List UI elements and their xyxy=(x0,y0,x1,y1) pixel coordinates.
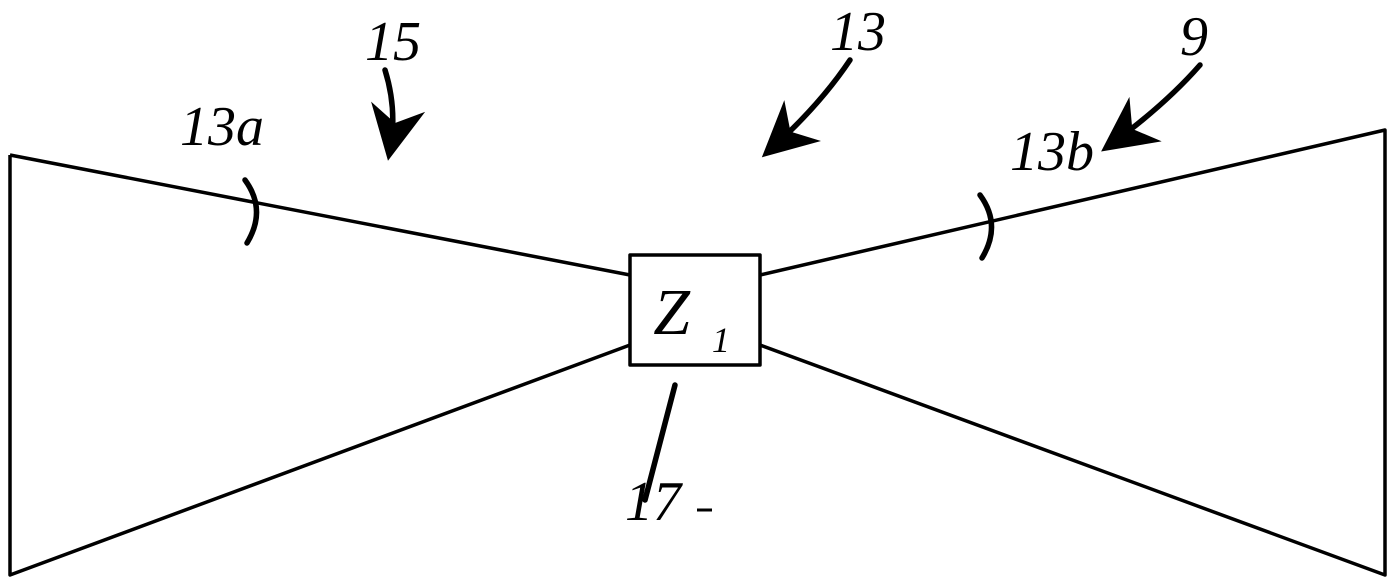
callout-tick-13b xyxy=(980,195,992,258)
callout-label-13b: 13b xyxy=(1010,121,1094,183)
callout-arrow-13 xyxy=(770,60,850,150)
callout-label-13a: 13a xyxy=(180,96,264,158)
callout-tick-13a xyxy=(245,180,257,243)
triangle-left xyxy=(10,155,630,575)
callout-label-9: 9 xyxy=(1180,6,1208,68)
callout-arrow-15 xyxy=(385,70,393,150)
callout-label-13: 13 xyxy=(830,1,886,63)
center-box-label: Z xyxy=(653,276,691,349)
center-box xyxy=(630,255,760,365)
callout-label-17: 17 xyxy=(625,471,683,533)
center-box-subscript: 1 xyxy=(712,320,730,360)
callout-arrow-9 xyxy=(1110,65,1200,145)
callout-label-15: 15 xyxy=(365,11,421,73)
triangle-right xyxy=(760,130,1385,575)
